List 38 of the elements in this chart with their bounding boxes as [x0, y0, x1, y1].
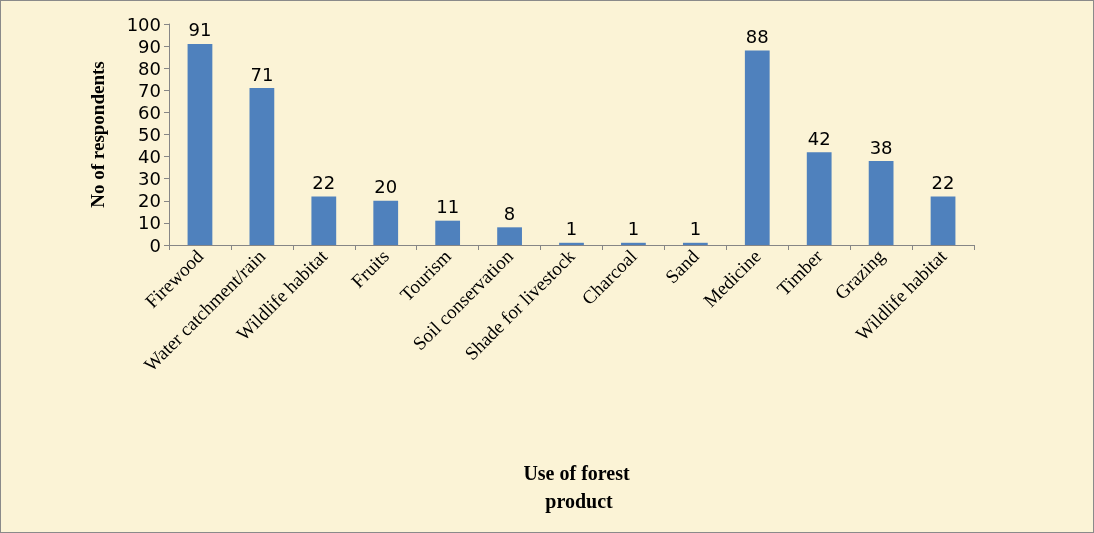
- y-axis-title: No of respondents: [87, 61, 108, 208]
- data-label: 20: [374, 176, 398, 198]
- y-tick-label: 30: [138, 168, 161, 190]
- bar: [744, 50, 770, 245]
- bar: [868, 161, 894, 245]
- y-tick-label: 20: [138, 190, 161, 212]
- bar: [311, 196, 337, 245]
- data-label: 88: [745, 26, 769, 48]
- bar: [930, 196, 956, 245]
- y-tick-label: 70: [138, 79, 161, 101]
- data-label: 8: [503, 202, 516, 224]
- y-tick-label: 40: [138, 146, 161, 168]
- bar: [187, 43, 213, 245]
- data-label: 1: [565, 218, 578, 240]
- x-axis-title: Use of forest product: [523, 462, 635, 513]
- bar: [806, 152, 832, 245]
- data-label: 38: [869, 136, 893, 158]
- y-tick-label: 60: [138, 101, 161, 123]
- data-label: 22: [931, 171, 955, 193]
- y-tick-label: 80: [138, 57, 161, 79]
- y-tick-label: 50: [138, 124, 161, 145]
- bar: [373, 200, 399, 245]
- data-label: 91: [188, 19, 212, 41]
- data-label: 22: [312, 171, 336, 193]
- y-tick-label: 90: [138, 35, 161, 57]
- y-tick-label: 100: [126, 13, 161, 35]
- data-label: 1: [627, 218, 640, 240]
- bar: [621, 242, 646, 245]
- bar: [497, 227, 522, 245]
- bar: [559, 242, 584, 245]
- y-tick-label: 10: [138, 212, 161, 234]
- data-label: 1: [689, 218, 702, 240]
- data-label: 71: [250, 63, 274, 85]
- bar: [435, 220, 461, 245]
- bar: [249, 88, 275, 245]
- data-label: 42: [807, 127, 831, 149]
- data-label: 11: [436, 196, 460, 218]
- bar: [682, 242, 708, 245]
